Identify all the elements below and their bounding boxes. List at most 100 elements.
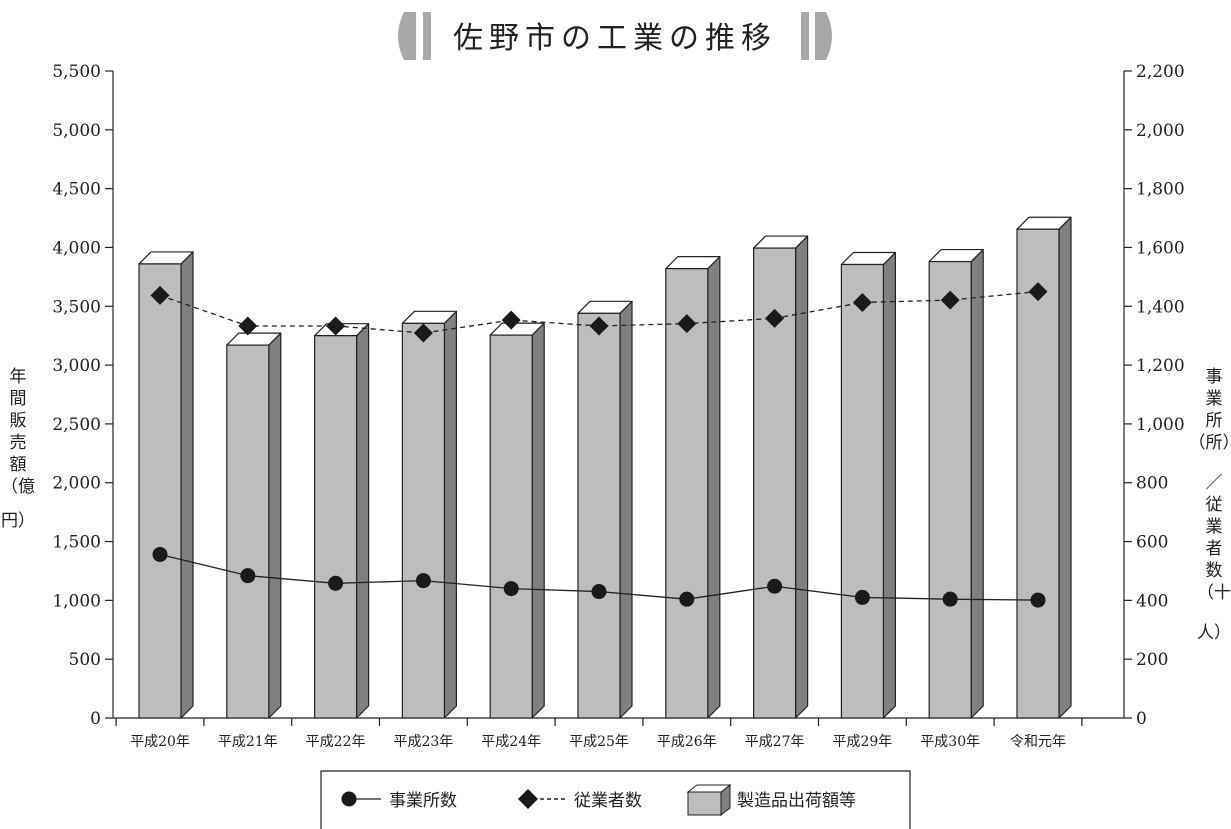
marker-diamond [589,316,609,336]
bar-side [180,251,194,719]
bar [314,323,370,719]
left-axis-title-char: 円） [1,511,35,531]
x-tick-label: 令和元年 [1010,734,1066,750]
marker-circle [591,584,607,600]
marker-circle [1030,592,1046,608]
right-tick-label: 1,000 [1136,415,1185,435]
right-tick-label: 600 [1136,533,1168,553]
x-tick-label: 平成23年 [393,734,453,750]
right-axis-title-char: 従 [1206,495,1223,515]
right-axis-title-char: ／ [1206,473,1223,493]
left-tick-label: 1,000 [52,591,101,611]
left-axis-title-char: 売 [10,433,27,453]
x-tick-label: 平成22年 [306,734,366,750]
title-decoration-right [801,12,832,60]
bar-series-shipments [138,216,1072,719]
marker-circle [503,581,519,597]
chart-title: 佐野市の工業の推移 [453,21,777,56]
bar-front [314,335,358,719]
right-axis-title-char: 事 [1206,367,1223,387]
right-axis-title-char: 所 [1206,411,1223,431]
bar [226,332,282,719]
x-tick-label: 平成21年 [218,734,278,750]
x-tick-label: 平成20年 [130,734,190,750]
left-tick-label: 4,500 [52,180,101,200]
bar-side [268,332,282,719]
right-axis-title-char: （所） [1189,433,1231,453]
bar-side [707,256,721,719]
right-tick-label: 1,800 [1136,180,1185,200]
marker-circle [328,575,344,591]
axes: 0 500 1,000 1,500 2,000 2,500 3,000 3,500 4,000 4… [52,62,1184,750]
marker-diamond [501,310,521,330]
bar [1016,216,1072,719]
right-tick-label: 1,400 [1136,297,1185,317]
legend-label-shipments: 製造品出荷額等 [737,791,856,811]
bar [752,235,809,719]
marker-diamond [852,292,872,312]
right-tick-label: 2,200 [1136,62,1185,82]
left-tick-label: 2,000 [52,474,101,494]
bar [840,251,897,719]
legend-marker-diamond [518,789,538,809]
right-tick-label: 800 [1136,474,1168,494]
bar-front [577,312,621,719]
bar [665,256,721,719]
marker-circle [679,591,695,607]
right-tick-label: 2,000 [1136,121,1185,141]
left-axis-title-char: （億 [1,477,35,497]
legend-box [320,770,911,829]
left-tick-label: 3,500 [52,297,101,317]
legend: 事業所数 従業者数 製造品出荷額等 [320,770,911,829]
marker-diamond [765,308,785,328]
marker-circle [240,568,256,584]
legend-label-employees: 従業者数 [574,791,642,811]
bar [489,322,545,719]
bar [577,300,633,719]
right-axis-title-char: 者 [1206,539,1223,559]
bar-side [356,323,370,719]
left-tick-label: 3,000 [52,356,101,376]
left-tick-label: 1,500 [52,533,101,553]
left-axis-title-char: 年 [10,367,27,387]
bar-front [840,263,885,719]
bar-front [138,263,182,719]
marker-diamond [238,316,258,336]
marker-diamond [326,316,346,336]
marker-circle [942,591,958,607]
bar-side [443,310,457,719]
marker-diamond [677,314,697,334]
right-tick-label: 1,200 [1136,356,1185,376]
bar-side [794,235,809,719]
right-axis-title-char: 人） [1197,623,1231,643]
legend-marker-circle [341,791,357,807]
bar [138,251,194,719]
left-tick-label: 500 [69,650,101,670]
bar-side [882,251,897,719]
left-tick-label: 5,500 [52,62,101,82]
right-axis-title-char: 業 [1206,517,1223,537]
line-series [150,282,1048,608]
bar [401,310,457,719]
marker-diamond [940,290,960,310]
legend-bar-icon [686,783,732,817]
marker-circle [152,546,168,562]
bar-side [1058,216,1072,719]
right-axis-title-char: 数 [1206,561,1223,581]
title-decoration-left [398,12,431,60]
left-axis-title-char: 間 [10,389,27,409]
bar-side [531,322,545,719]
right-axis-title-char: 業 [1206,389,1223,409]
right-axis-title: 事業所（所）／従業者数（十人） [1189,367,1231,643]
right-tick-label: 200 [1136,650,1168,670]
right-tick-label: 400 [1136,591,1168,611]
marker-diamond [150,285,170,305]
bar-front [401,322,445,719]
marker-diamond [1028,282,1048,302]
left-axis-title-char: 販 [10,411,27,431]
x-tick-label: 平成25年 [569,734,629,750]
bar-front [226,344,270,719]
bar [928,248,984,719]
